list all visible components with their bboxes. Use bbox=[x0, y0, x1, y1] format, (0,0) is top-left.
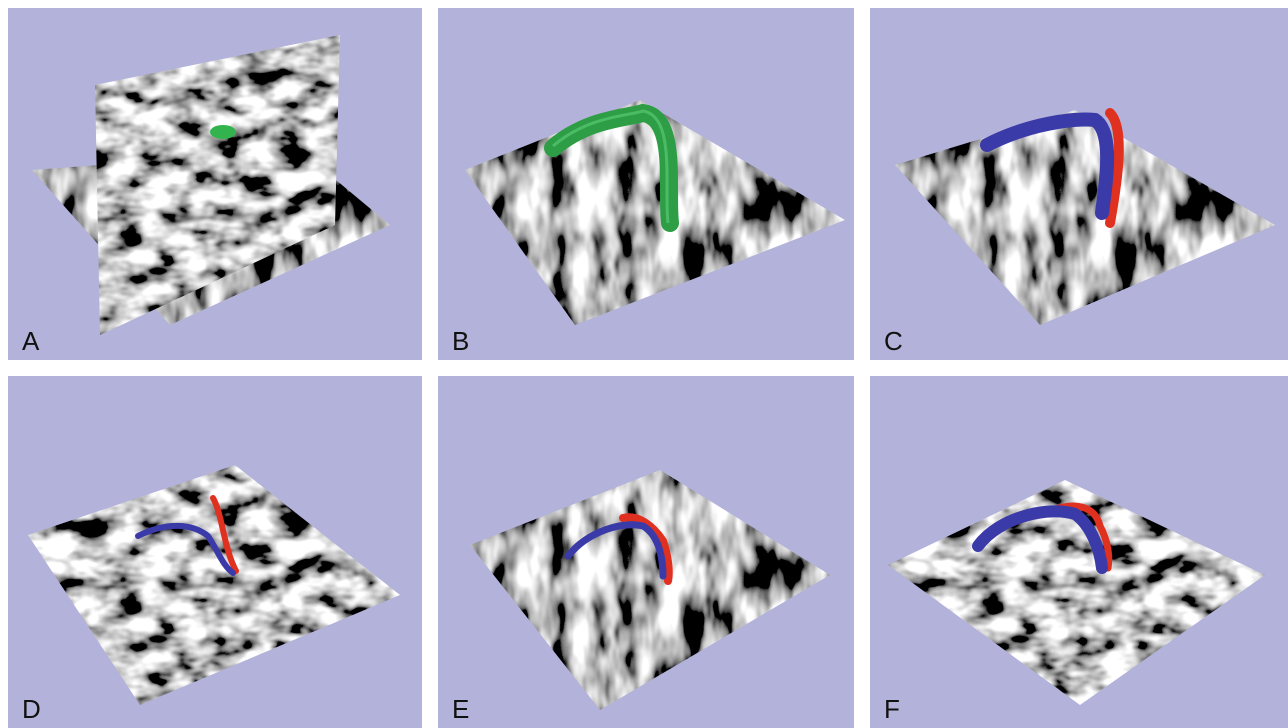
panel-label: A bbox=[22, 326, 40, 356]
axial-slice bbox=[470, 470, 830, 710]
fiber-tract-red bbox=[210, 495, 239, 574]
panel: D bbox=[8, 376, 422, 728]
panel: C bbox=[870, 8, 1288, 360]
panel-label: F bbox=[884, 694, 900, 724]
panel: A bbox=[8, 8, 422, 360]
fiber-highlight bbox=[552, 109, 670, 224]
panel-label: E bbox=[452, 694, 469, 724]
seed-region bbox=[210, 125, 236, 139]
fiber-tract-blue bbox=[980, 112, 1115, 220]
axial-slice bbox=[28, 465, 400, 705]
fiber-tract-red bbox=[1105, 108, 1124, 228]
panel-label: D bbox=[22, 694, 41, 724]
fiber-tract-red bbox=[1046, 502, 1113, 572]
panel: F bbox=[870, 376, 1288, 728]
panel: B bbox=[438, 8, 854, 360]
fiber-tract-blue bbox=[135, 522, 236, 576]
axial-slice bbox=[465, 100, 845, 325]
axial-slice bbox=[895, 110, 1275, 325]
coronal-slice bbox=[95, 35, 340, 335]
fiber-tract bbox=[544, 103, 679, 232]
panel-label: B bbox=[452, 326, 469, 356]
fiber-tract-red bbox=[619, 513, 673, 585]
panel: E bbox=[438, 376, 854, 728]
fiber-tract-blue bbox=[972, 505, 1108, 574]
fiber-tract-blue bbox=[564, 521, 667, 580]
panel-label: C bbox=[884, 326, 903, 356]
